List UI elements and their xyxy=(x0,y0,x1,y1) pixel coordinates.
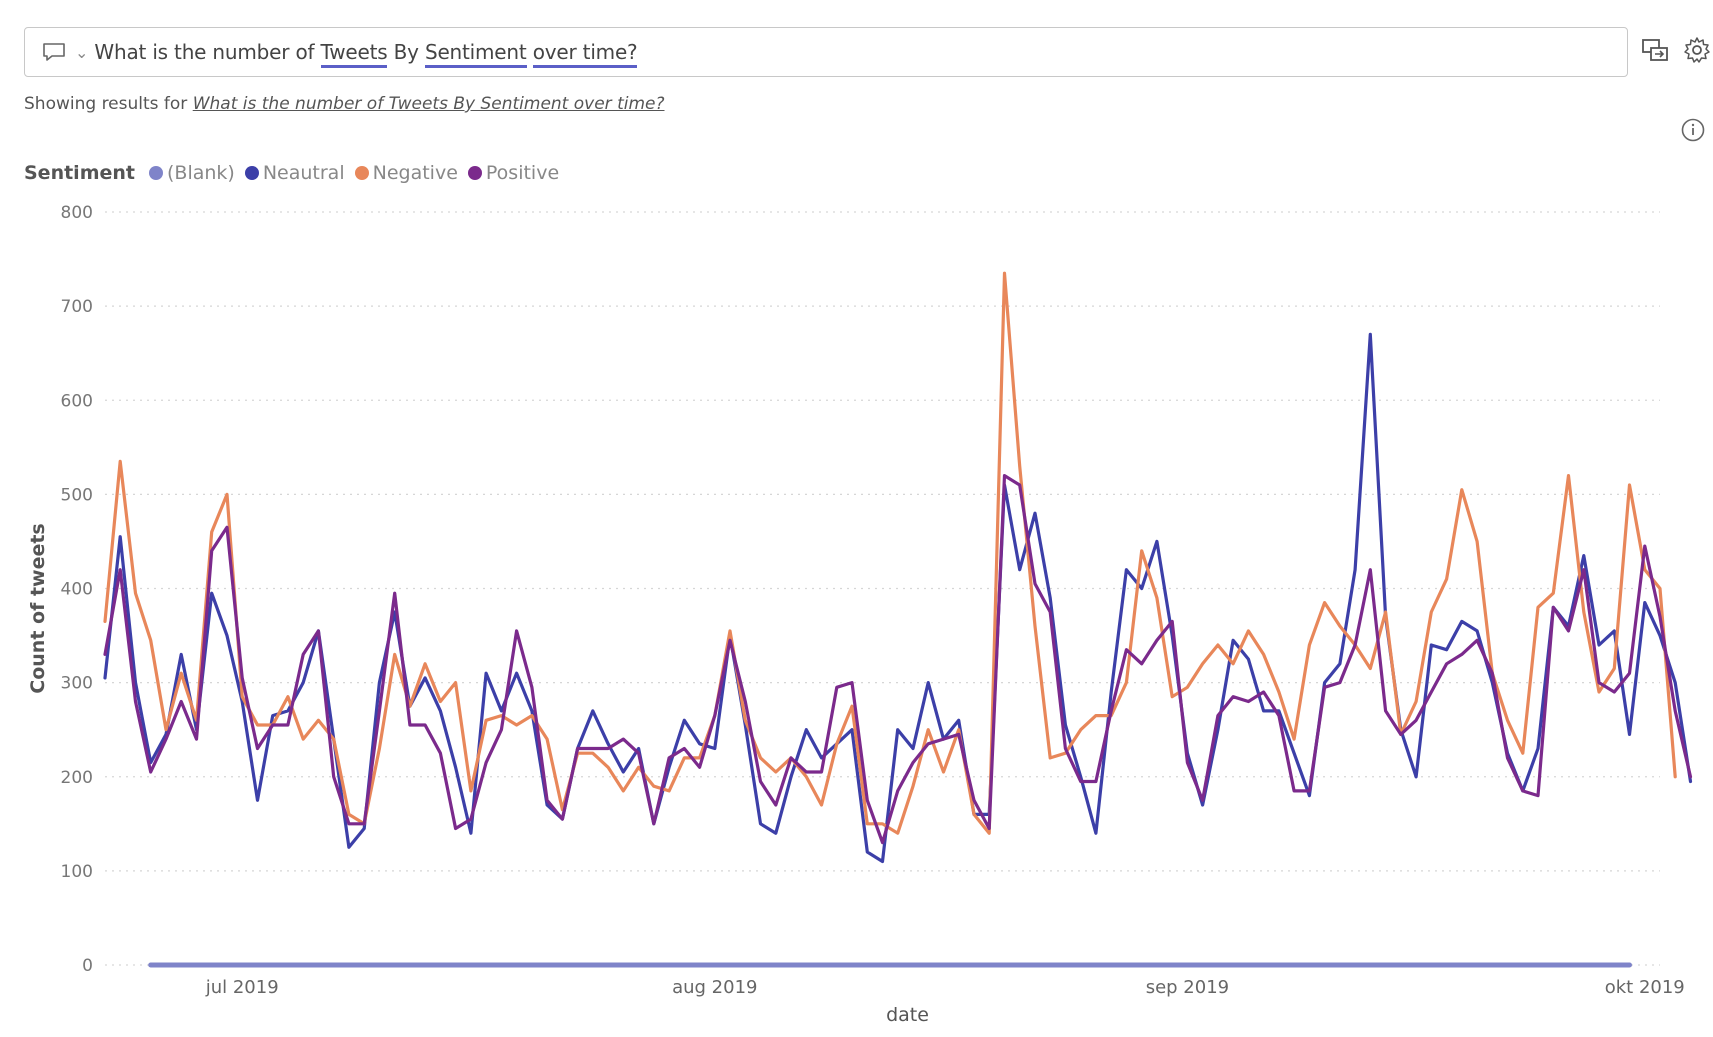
line-chart: 0 100 200 300 400 500 600 700 800 jul 2019 aug 201… xyxy=(27,203,1693,1026)
showing-results: Showing results for What is the number o… xyxy=(24,94,665,114)
x-tick-label: okt 2019 xyxy=(1605,977,1685,998)
y-tick-label: 600 xyxy=(61,391,93,411)
legend-item-blank[interactable]: (Blank) xyxy=(149,162,235,184)
series-line-positive[interactable] xyxy=(103,474,1693,845)
x-axis-label: date xyxy=(886,1004,929,1026)
question-mid: By xyxy=(393,40,419,64)
legend-label: Neautral xyxy=(262,162,345,184)
y-tick-label: 300 xyxy=(61,674,93,694)
y-tick-label: 100 xyxy=(61,862,93,882)
legend-item-neautral[interactable]: Neautral xyxy=(244,162,345,184)
legend-dot xyxy=(244,166,259,180)
showing-label: Showing results for xyxy=(24,94,188,114)
question-term-sentiment[interactable]: Sentiment xyxy=(424,40,527,68)
question-prefix: What is the number of xyxy=(94,40,315,64)
question-term-tweets[interactable]: Tweets xyxy=(320,40,388,68)
y-tick-label: 500 xyxy=(61,485,93,505)
legend-dot xyxy=(467,166,482,180)
gear-icon[interactable] xyxy=(1682,35,1712,65)
series-line-negative[interactable] xyxy=(103,271,1677,835)
x-tick-label: aug 2019 xyxy=(672,977,757,998)
legend-item-negative[interactable]: Negative xyxy=(354,162,458,184)
share-icon[interactable] xyxy=(1640,35,1670,65)
y-axis-label: Count of tweets xyxy=(27,523,49,693)
dropdown-chevron-icon[interactable]: ⌄ xyxy=(75,42,89,62)
legend-label: Positive xyxy=(485,162,560,184)
legend-label: (Blank) xyxy=(167,162,235,184)
legend-dot xyxy=(354,166,369,180)
info-icon[interactable] xyxy=(1680,117,1706,143)
chart-legend: Sentiment (Blank) Neautral Negative Posi… xyxy=(24,162,569,184)
legend-item-positive[interactable]: Positive xyxy=(467,162,560,184)
y-tick-label: 800 xyxy=(61,203,93,223)
legend-title: Sentiment xyxy=(24,162,135,184)
legend-dot xyxy=(149,166,163,180)
showing-results-link[interactable]: What is the number of Tweets By Sentimen… xyxy=(192,94,665,114)
question-term-over-time[interactable]: over time? xyxy=(532,40,638,68)
toolbar-icons xyxy=(1640,35,1712,65)
qa-question-text[interactable]: What is the number of Tweets By Sentimen… xyxy=(94,40,638,68)
x-tick-label: jul 2019 xyxy=(205,977,279,998)
chat-bubble-icon xyxy=(43,43,65,61)
qa-question-box[interactable]: ⌄ What is the number of Tweets By Sentim… xyxy=(24,27,1628,77)
legend-label: Negative xyxy=(372,162,458,184)
y-tick-label: 700 xyxy=(61,297,93,317)
y-tick-label: 0 xyxy=(82,956,93,976)
x-tick-label: sep 2019 xyxy=(1146,977,1229,998)
y-tick-label: 200 xyxy=(61,768,93,788)
y-tick-label: 400 xyxy=(61,580,93,600)
